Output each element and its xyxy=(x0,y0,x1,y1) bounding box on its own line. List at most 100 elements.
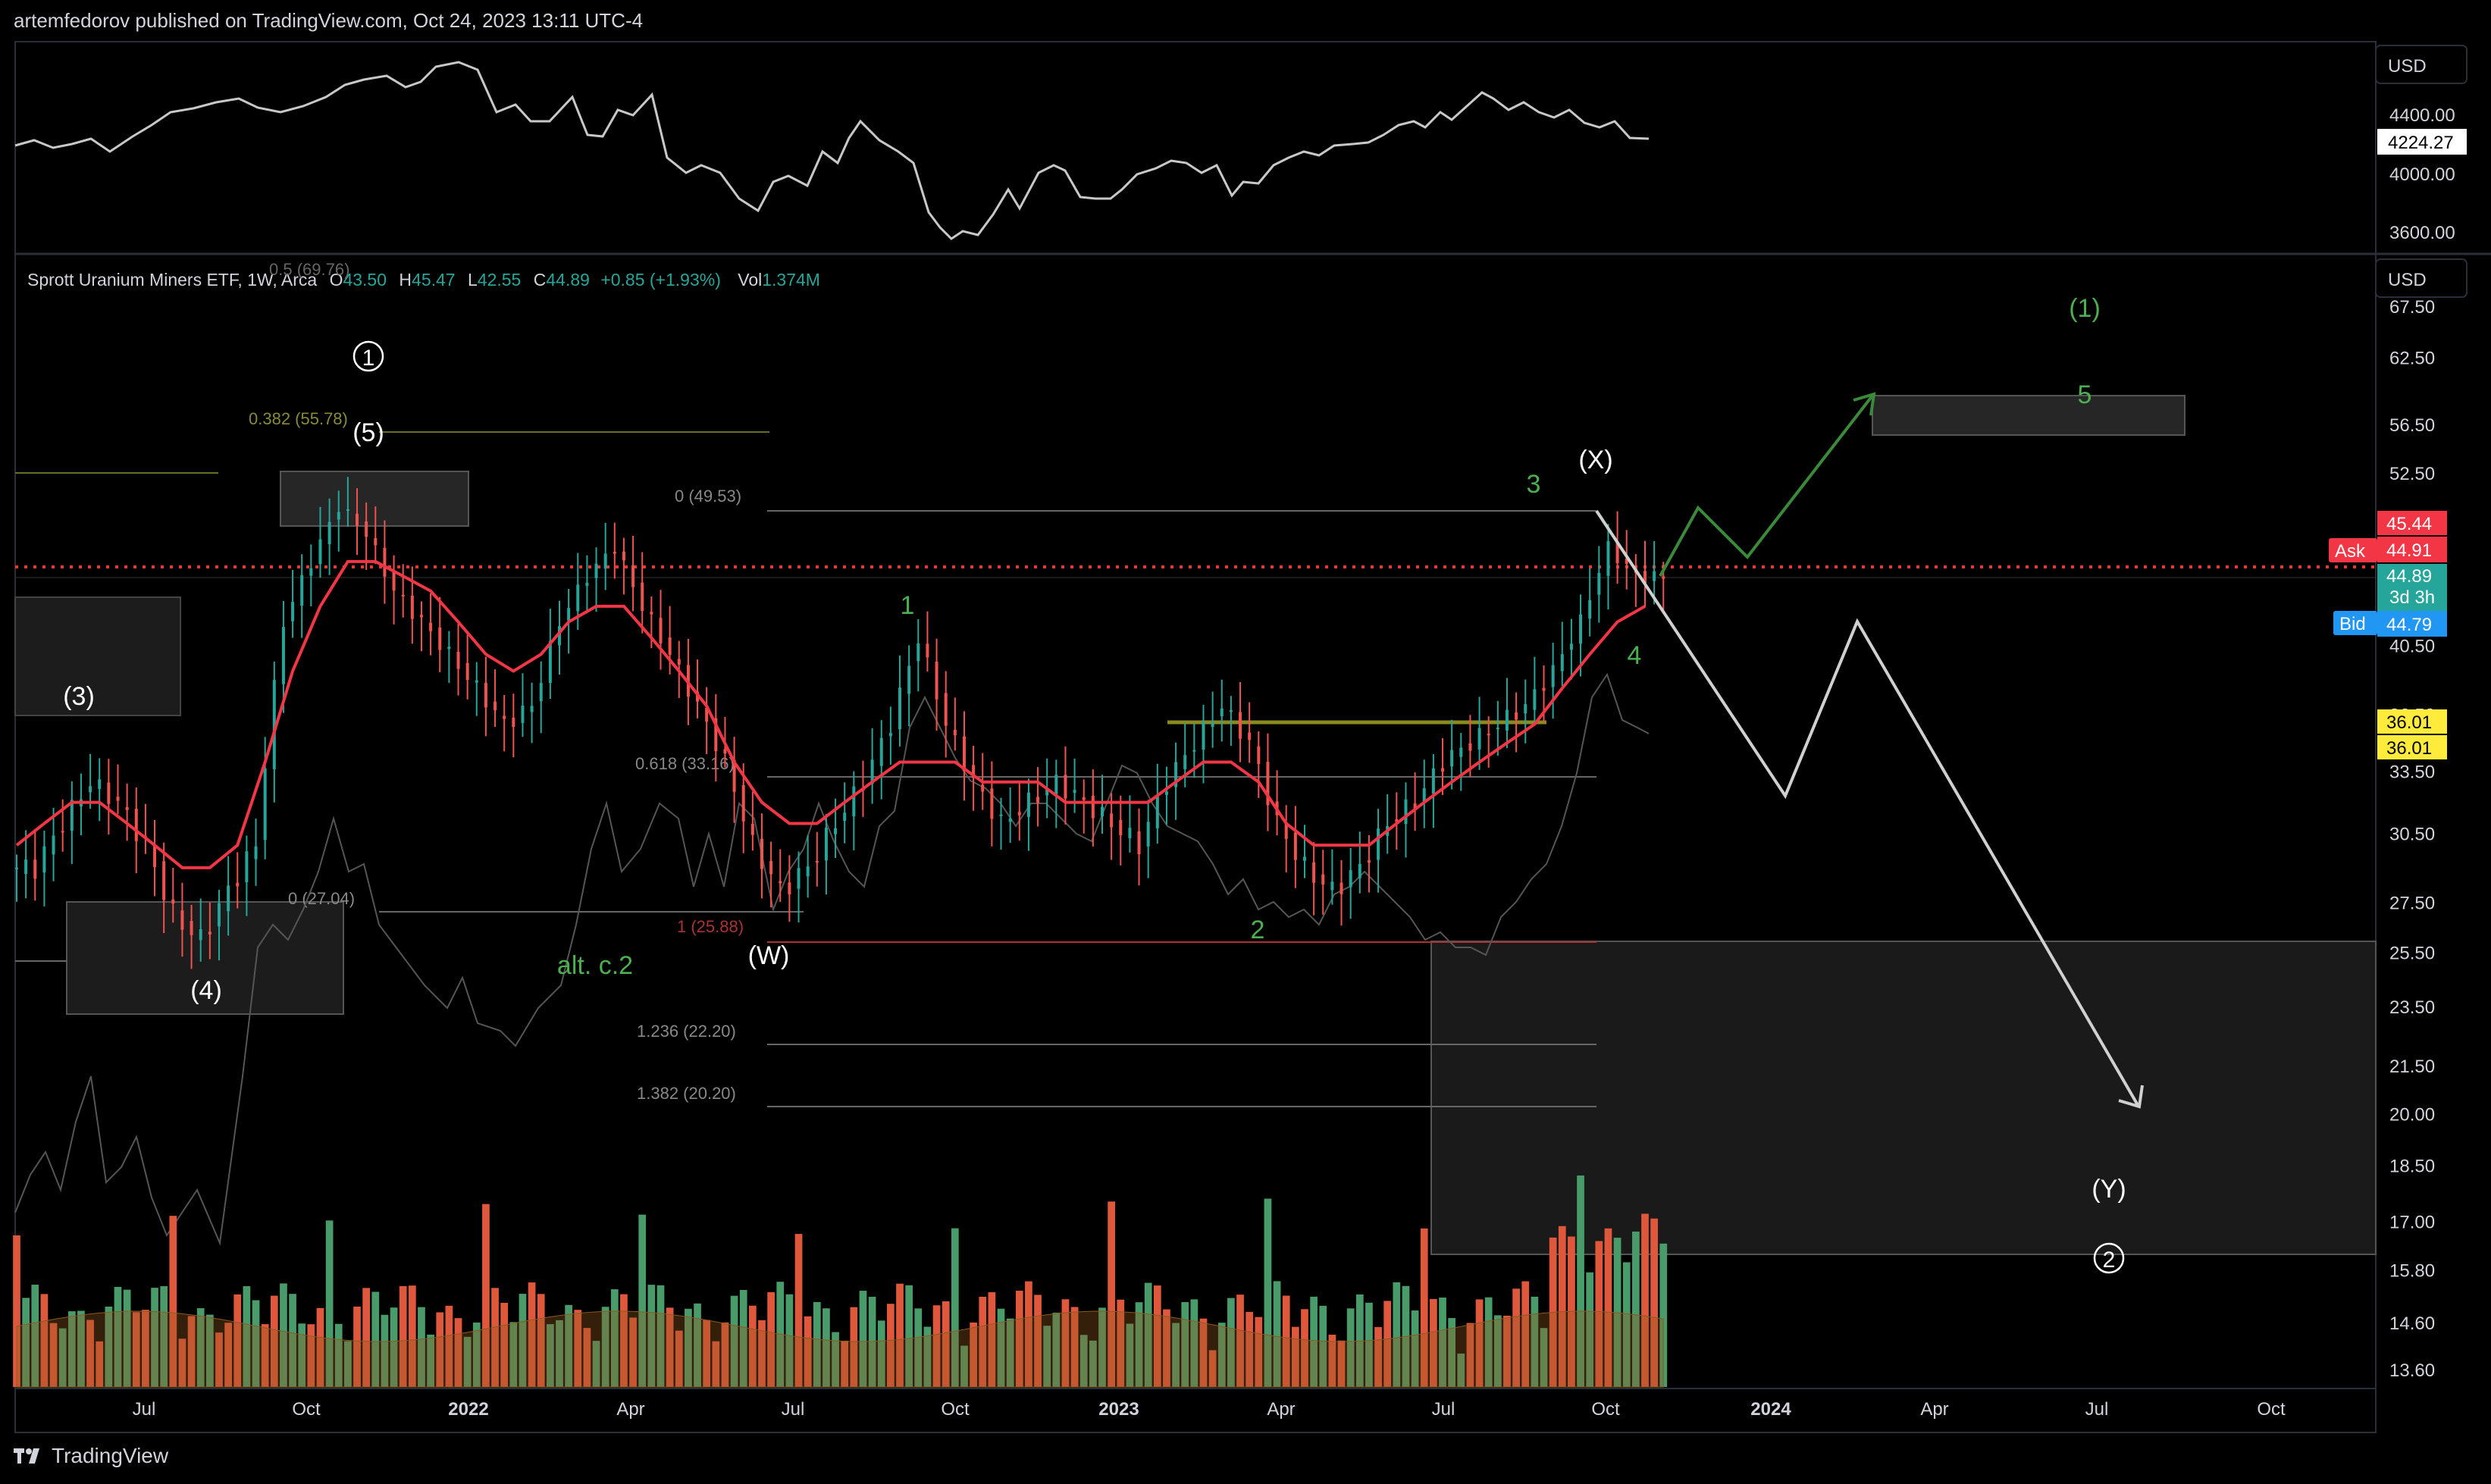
time-tick-label: Jul xyxy=(782,1399,805,1420)
level1-badge xyxy=(2377,709,2447,734)
candle-body xyxy=(61,831,64,833)
candle-body xyxy=(1358,863,1361,878)
volume-bar xyxy=(1346,1308,1355,1387)
candle-body xyxy=(15,867,18,869)
candle-body xyxy=(1174,762,1178,787)
volume-bar xyxy=(721,1322,729,1387)
candle-body xyxy=(1560,654,1564,672)
candle-body xyxy=(1008,818,1012,822)
candle-body xyxy=(603,553,607,569)
top-currency-box[interactable] xyxy=(2375,45,2468,84)
candle-body xyxy=(309,568,313,576)
candle-body xyxy=(272,680,276,769)
volume-bar xyxy=(1457,1353,1465,1387)
volume-bar xyxy=(675,1330,683,1387)
fib-label-1: 1 (25.88) xyxy=(677,917,744,936)
candle-body xyxy=(594,563,598,578)
candle-body xyxy=(788,882,791,895)
candle-body xyxy=(1146,822,1150,847)
candle-body xyxy=(346,509,349,511)
target-zone-5 xyxy=(1872,395,2186,436)
target-zone-Y xyxy=(1430,941,2377,1255)
candle-body xyxy=(1054,775,1058,794)
volume-bar xyxy=(519,1294,527,1387)
wave-label-4: (4) xyxy=(190,976,222,1005)
candle-body xyxy=(650,612,653,615)
candlesticks xyxy=(15,477,1665,969)
legend-change: +0.85 (+1.93%) xyxy=(600,270,721,290)
volume-bar xyxy=(1098,1307,1106,1387)
volume-bar xyxy=(1604,1228,1612,1387)
footer-brand[interactable]: TradingView xyxy=(14,1444,168,1468)
countdown-value: 3d 3h xyxy=(2389,587,2435,608)
time-tick-label: Apr xyxy=(1267,1399,1295,1420)
wave-label-green3: 3 xyxy=(1527,470,1541,499)
candle-body xyxy=(981,784,985,792)
legend-vol-label: Vol xyxy=(738,270,762,290)
volume-bar xyxy=(629,1317,637,1387)
candle-body xyxy=(171,899,175,904)
volume-bar xyxy=(951,1228,959,1387)
candle-body xyxy=(898,687,902,730)
price-tick-label: 62.50 xyxy=(2389,348,2435,368)
volume-bar xyxy=(1493,1315,1502,1387)
top-currency-label[interactable]: USD xyxy=(2388,56,2427,77)
candle-body xyxy=(33,859,37,879)
candle-body xyxy=(1082,797,1086,800)
candle-body xyxy=(1266,762,1270,806)
candle-body xyxy=(1533,689,1537,710)
candle-body xyxy=(1091,796,1095,819)
candle-body xyxy=(199,929,202,941)
wave-label-green5: 5 xyxy=(2078,380,2092,409)
candle-body xyxy=(1220,708,1224,716)
volume-bar xyxy=(1641,1213,1649,1387)
volume-bar xyxy=(537,1294,545,1387)
bid-badge xyxy=(2377,611,2447,637)
time-tick-label: Jul xyxy=(1432,1399,1455,1420)
volume-bar xyxy=(923,1326,932,1387)
candle-body xyxy=(374,538,378,546)
main-currency-label[interactable]: USD xyxy=(2388,270,2427,290)
volume-bar xyxy=(905,1285,913,1387)
volume-bar xyxy=(270,1295,278,1387)
candle-body xyxy=(1395,819,1399,822)
candle-body xyxy=(870,759,874,784)
price-tick-label: 20.00 xyxy=(2389,1104,2435,1125)
bid-label-badge xyxy=(2333,611,2377,635)
comparison-line xyxy=(14,672,1650,1246)
time-axis[interactable]: Jul Oct 2022 Apr Jul Oct 2023 Apr Jul Oct 2024 Apr J… xyxy=(133,1399,2286,1420)
volume-bar xyxy=(344,1341,352,1387)
volume-bar xyxy=(813,1301,821,1387)
volume-bar xyxy=(58,1328,67,1387)
volume-bar xyxy=(1208,1350,1217,1387)
volume-bar xyxy=(1475,1299,1484,1387)
main-currency-box[interactable] xyxy=(2375,258,2468,298)
volume-bar xyxy=(868,1297,876,1387)
volume-bar xyxy=(960,1345,968,1387)
wave-circle-2 xyxy=(2093,1242,2125,1274)
symbol-legend[interactable]: Sprott Uranium Miners ETF, 1W, Arca O43.… xyxy=(27,270,820,290)
candle-body xyxy=(1542,687,1546,691)
candle-body xyxy=(356,513,359,526)
candle-body xyxy=(1615,542,1619,564)
volume-bar xyxy=(1025,1281,1032,1387)
candle-body xyxy=(1487,734,1490,736)
volume-bar xyxy=(1079,1335,1088,1387)
time-tick-label: 2022 xyxy=(448,1399,488,1420)
candle-body xyxy=(944,693,948,726)
candle-body xyxy=(281,627,285,684)
candle-body xyxy=(1515,712,1518,720)
price-tick-label: 21.50 xyxy=(2389,1057,2435,1077)
candle-body xyxy=(1183,755,1187,769)
candle-body xyxy=(558,626,561,646)
volume-bar xyxy=(1613,1238,1622,1387)
volume-bar xyxy=(160,1285,168,1387)
candle-body xyxy=(1312,862,1316,883)
price-axis[interactable]: 67.5062.5056.5052.5040.5036.5033.5030.50… xyxy=(2389,297,2435,1381)
wave-label-green2: 2 xyxy=(1251,916,1265,944)
top-last-badge xyxy=(2377,129,2467,155)
candle-body xyxy=(741,784,745,822)
price-tick-label: 18.50 xyxy=(2389,1157,2435,1177)
candle-body xyxy=(999,814,1003,816)
